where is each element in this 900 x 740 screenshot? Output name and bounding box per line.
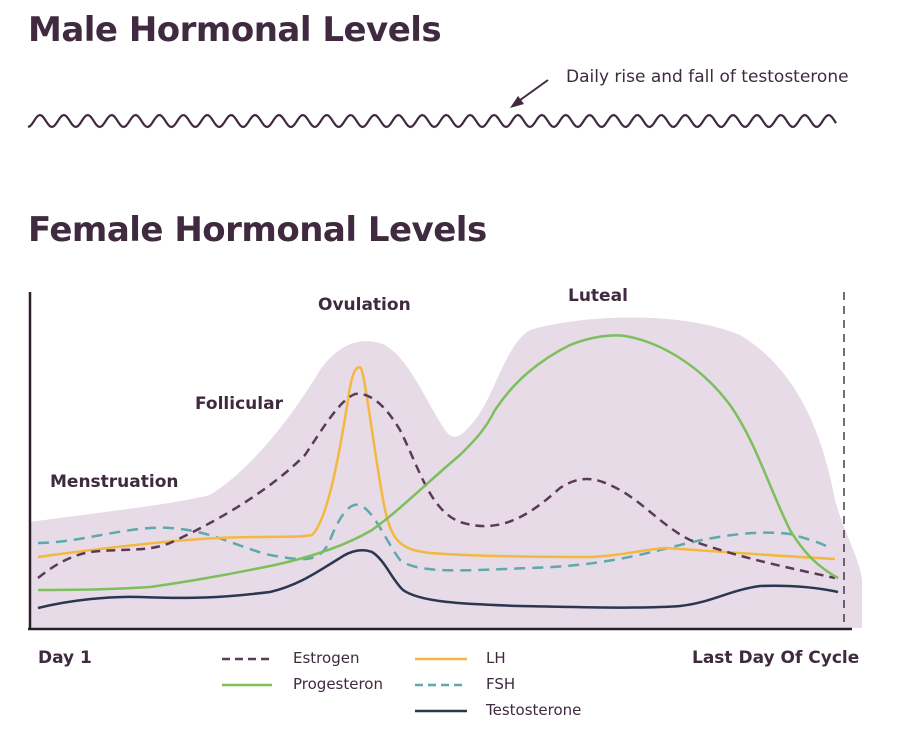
female-section-title: Female Hormonal Levels (28, 210, 487, 250)
progesterone-curve (37, 334, 839, 592)
legend-fsh: FSH (486, 675, 516, 693)
legend-testosterone: Testosterone (486, 701, 582, 719)
note-arrow (510, 79, 549, 108)
male-testosterone-wave (27, 113, 837, 129)
lh-curve (37, 366, 836, 561)
legend-lh: LH (486, 649, 506, 667)
testosterone-curve (37, 549, 839, 610)
phase-label-menstruation: Menstruation (50, 472, 179, 492)
axis-end-label: Last Day Of Cycle (692, 648, 860, 668)
testosterone-note: Daily rise and fall of testosterone (566, 67, 849, 87)
male-section-title: Male Hormonal Levels (28, 10, 442, 50)
axis-start-label: Day 1 (38, 648, 92, 668)
legend-estrogen: Estrogen (293, 649, 360, 667)
fsh-curve (37, 503, 827, 572)
estrogen-curve (37, 392, 836, 580)
phase-label-follicular: Follicular (195, 394, 283, 414)
phase-label-ovulation: Ovulation (318, 295, 411, 315)
phase-label-luteal: Luteal (568, 286, 628, 306)
legend-progesteron: Progesteron (293, 675, 383, 693)
